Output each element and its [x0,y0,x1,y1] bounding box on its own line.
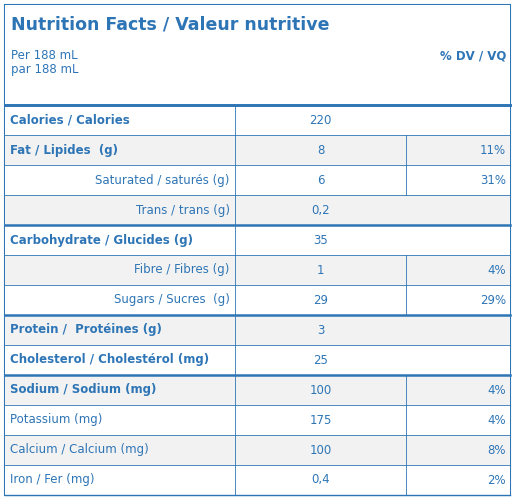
Text: 35: 35 [313,233,328,246]
Bar [5,195,510,225]
Text: Fat / Lipides  (g): Fat / Lipides (g) [10,143,118,156]
Bar [5,435,510,465]
Bar [5,345,510,375]
Text: Fibre / Fibres (g): Fibre / Fibres (g) [134,264,230,277]
Text: 8%: 8% [488,444,506,457]
Bar [5,405,510,435]
Bar [5,5,510,105]
Bar [5,105,510,135]
Text: 6: 6 [317,174,324,187]
Text: Sugars / Sucres  (g): Sugars / Sucres (g) [114,293,230,306]
Text: 4%: 4% [487,413,506,427]
Text: 25: 25 [313,354,328,367]
Bar [5,135,510,165]
Bar [5,165,510,195]
Text: Iron / Fer (mg): Iron / Fer (mg) [10,473,94,486]
Text: Cholesterol / Cholestérol (mg): Cholesterol / Cholestérol (mg) [10,354,209,367]
Text: % DV / VQ: % DV / VQ [440,49,506,62]
Bar [5,225,510,255]
Text: Trans / trans (g): Trans / trans (g) [136,204,230,216]
Text: 220: 220 [310,114,332,126]
Text: Carbohydrate / Glucides (g): Carbohydrate / Glucides (g) [10,233,193,246]
Text: 4%: 4% [487,264,506,277]
Text: par 188 mL: par 188 mL [11,63,78,76]
Text: Saturated / saturés (g): Saturated / saturés (g) [95,174,230,187]
Text: Calcium / Calcium (mg): Calcium / Calcium (mg) [10,444,149,457]
Bar [5,255,510,285]
Text: Potassium (mg): Potassium (mg) [10,413,102,427]
Text: 31%: 31% [480,174,506,187]
Text: 4%: 4% [487,383,506,396]
Text: 175: 175 [310,413,332,427]
Text: Sodium / Sodium (mg): Sodium / Sodium (mg) [10,383,157,396]
Text: 0,2: 0,2 [311,204,330,216]
Text: 100: 100 [310,444,332,457]
Text: 8: 8 [317,143,324,156]
Text: Nutrition Facts / Valeur nutritive: Nutrition Facts / Valeur nutritive [11,15,330,33]
Text: Calories / Calories: Calories / Calories [10,114,130,126]
Text: 29%: 29% [480,293,506,306]
Bar [5,465,510,495]
Text: Protein /  Protéines (g): Protein / Protéines (g) [10,323,162,337]
Bar [5,315,510,345]
Text: 100: 100 [310,383,332,396]
Text: Per 188 mL: Per 188 mL [11,49,78,62]
Bar [5,375,510,405]
Text: 11%: 11% [480,143,506,156]
Text: 1: 1 [317,264,324,277]
Text: 29: 29 [313,293,328,306]
Text: 3: 3 [317,323,324,337]
Text: 2%: 2% [487,473,506,486]
Bar [5,285,510,315]
Text: 0,4: 0,4 [311,473,330,486]
